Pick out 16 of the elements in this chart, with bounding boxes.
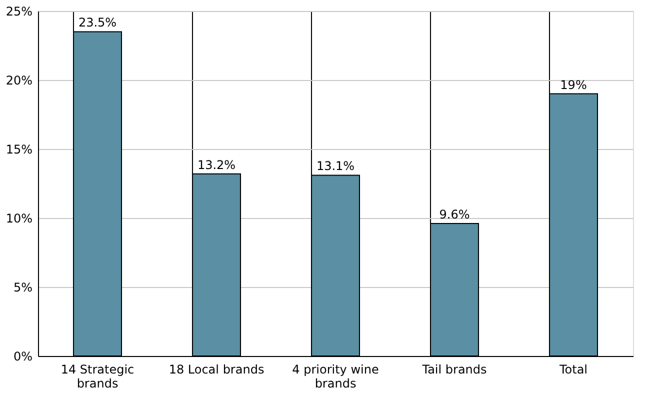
y-tick-label: 20% (6, 74, 32, 88)
data-label: 23.5% (78, 16, 117, 30)
y-tick-label: 10% (6, 212, 32, 226)
y-tick-label: 25% (6, 4, 32, 18)
data-label: 19% (560, 78, 587, 92)
x-tick-label: 18 Local brands (168, 362, 264, 376)
data-label: 13.2% (197, 158, 236, 172)
x-tick-label: Total (558, 362, 588, 376)
data-label: 13.1% (316, 159, 355, 174)
data-label: 9.6% (439, 208, 470, 222)
x-tick-label: 4 priority wine brands (292, 362, 379, 390)
x-tick-label: 14 Strategic brands (60, 362, 134, 390)
y-tick-label: 15% (6, 142, 32, 156)
y-tick-label: 0% (13, 350, 32, 364)
x-tick-label: Tail brands (421, 362, 487, 376)
y-tick-label: 5% (13, 280, 32, 294)
